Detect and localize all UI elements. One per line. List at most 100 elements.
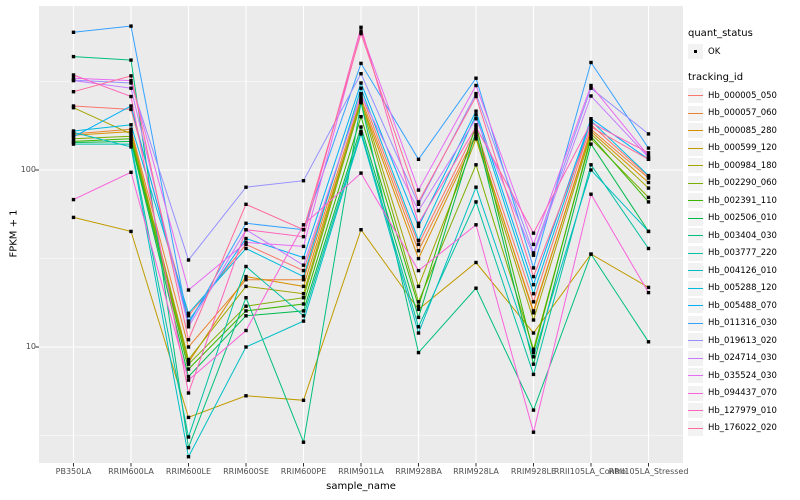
x-tick-label: RRIM600PE — [280, 467, 327, 476]
data-point — [129, 132, 133, 136]
legend-color-line — [688, 340, 703, 342]
legend-tracking-id-title: tracking_id — [688, 72, 744, 83]
data-point — [244, 284, 248, 289]
data-point — [186, 378, 191, 382]
legend-entry-label: Hb_094437_070 — [708, 388, 777, 398]
legend-color-line — [688, 305, 703, 307]
legend-key-icon — [688, 140, 703, 156]
data-point — [186, 345, 191, 349]
data-point — [589, 123, 593, 127]
legend-entry-Hb_003777_220: Hb_003777_220 — [688, 245, 800, 261]
data-point — [301, 274, 306, 279]
point-icon — [693, 49, 698, 54]
data-point — [589, 163, 593, 167]
data-point — [646, 146, 651, 150]
legend-key-icon — [688, 385, 703, 401]
data-point — [416, 221, 421, 225]
data-point — [531, 242, 536, 247]
data-point — [531, 347, 536, 351]
x-tick-label: RRIM901LA — [338, 467, 384, 476]
data-point — [244, 202, 248, 206]
legend-color-line — [688, 235, 703, 237]
data-point — [71, 54, 76, 59]
data-point — [474, 83, 478, 88]
data-point — [129, 94, 133, 99]
data-point — [244, 246, 248, 251]
data-point — [531, 266, 536, 270]
data-point — [646, 176, 651, 180]
data-point — [129, 107, 133, 112]
data-point — [244, 236, 248, 241]
data-point — [129, 58, 133, 62]
data-point — [129, 145, 133, 149]
data-point — [244, 221, 248, 225]
y-tick-label: 100 — [20, 165, 36, 174]
data-point — [474, 260, 478, 265]
legend-entry-Hb_003404_030: Hb_003404_030 — [688, 228, 800, 243]
data-point — [646, 340, 651, 344]
data-point — [416, 307, 421, 312]
legend-entry-label: Hb_004126_010 — [708, 265, 777, 276]
data-point — [531, 311, 536, 315]
data-point — [646, 154, 651, 158]
data-point — [71, 90, 76, 94]
data-point — [531, 283, 536, 287]
legend-color-line — [688, 200, 703, 202]
data-point — [416, 238, 421, 243]
data-point — [589, 83, 593, 88]
data-point — [186, 288, 191, 292]
data-point — [71, 129, 76, 133]
legend-entry-label: Hb_002506_010 — [708, 213, 777, 223]
data-point — [589, 94, 593, 98]
legend-entry-Hb_004126_010: Hb_004126_010 — [688, 263, 800, 278]
data-point — [71, 30, 76, 34]
x-tick-label: PB350LA — [55, 467, 92, 476]
x-tick-label: RRIM928BA — [395, 467, 442, 476]
data-point — [531, 274, 536, 279]
legend-entry-Hb_176022_020: Hb_176022_020 — [688, 420, 800, 436]
data-point — [646, 290, 651, 295]
data-point — [129, 129, 133, 134]
data-point — [301, 302, 306, 306]
legend-entry-Hb_024714_030: Hb_024714_030 — [688, 350, 800, 366]
data-point — [416, 242, 421, 247]
data-point — [186, 311, 191, 315]
data-point — [474, 286, 478, 290]
data-point — [589, 129, 593, 134]
legend-key-icon — [688, 350, 703, 366]
legend-entry-label: Hb_000005_050 — [708, 90, 777, 101]
data-point — [186, 435, 191, 439]
data-point — [416, 268, 421, 273]
data-point — [71, 106, 76, 110]
x-tick-label: RRII105LA_Control — [553, 467, 629, 476]
legend-entry-Hb_094437_070: Hb_094437_070 — [688, 385, 800, 401]
data-point — [129, 123, 133, 127]
data-point — [71, 73, 76, 77]
data-point — [646, 186, 651, 190]
data-point — [301, 244, 306, 249]
data-point — [301, 235, 306, 239]
data-point — [474, 117, 478, 121]
data-point — [589, 121, 593, 125]
data-point — [186, 455, 191, 459]
data-point — [301, 314, 306, 318]
legend-key-icon — [688, 228, 703, 243]
data-point — [531, 318, 536, 322]
data-point — [531, 231, 536, 235]
data-point — [416, 331, 421, 335]
data-point — [359, 129, 363, 134]
legend-key-icon — [688, 210, 703, 226]
data-point — [589, 142, 593, 146]
legend-key-icon — [688, 245, 703, 261]
data-point — [186, 325, 191, 329]
data-point — [244, 185, 248, 189]
data-point — [416, 200, 421, 204]
legend-entry-label: Hb_003777_220 — [708, 248, 777, 258]
data-point — [416, 256, 421, 261]
x-tick-label: RRIM600LA — [108, 467, 154, 476]
legend-key-icon — [688, 333, 703, 348]
data-point — [186, 367, 191, 371]
legend-entry-label: Hb_000085_280 — [708, 125, 777, 136]
data-point — [244, 242, 248, 247]
